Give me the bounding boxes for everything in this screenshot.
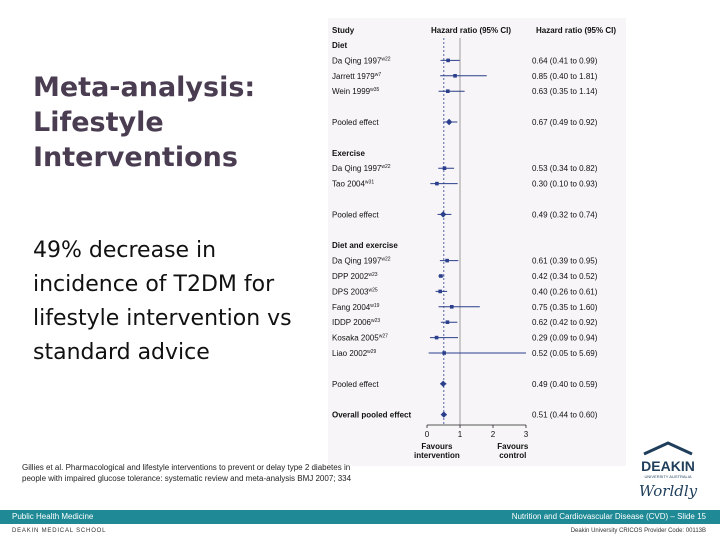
point-estimate bbox=[442, 351, 446, 355]
logo-name: DEAKIN bbox=[641, 458, 695, 474]
ci-text: 0.67 (0.49 to 0.92) bbox=[532, 118, 598, 127]
forest-plot: Study Hazard ratio (95% CI) Hazard ratio (… bbox=[328, 18, 626, 466]
x-label-favours-control: control bbox=[499, 451, 526, 460]
citation: Gillies et al. Pharmacological and lifes… bbox=[22, 463, 352, 483]
point-estimate bbox=[449, 305, 454, 309]
footer-department: Public Health Medicine bbox=[12, 512, 94, 521]
study-label: Fang 2004w19 bbox=[332, 303, 380, 312]
ci-text: 0.61 (0.39 to 0.95) bbox=[532, 257, 598, 266]
point-estimate bbox=[435, 181, 439, 186]
study-ref: w27 bbox=[379, 334, 388, 340]
footer-bar: Public Health Medicine Nutrition and Car… bbox=[0, 510, 720, 524]
footer-school: DEAKIN MEDICAL SCHOOL bbox=[12, 528, 107, 534]
ci-text: 0.29 (0.09 to 0.94) bbox=[532, 334, 598, 343]
study-label: Jarrett 1979w7 bbox=[332, 72, 381, 81]
logo-subtitle: UNIVERSITY AUSTRALIA bbox=[644, 474, 691, 479]
ci-text: 0.52 (0.05 to 5.69) bbox=[532, 349, 598, 358]
pooled-diamond bbox=[439, 380, 447, 387]
overall-label: Overall pooled effect bbox=[332, 411, 411, 420]
ci-text: 0.53 (0.34 to 0.82) bbox=[532, 164, 598, 173]
ci-text: 0.75 (0.35 to 1.60) bbox=[532, 303, 598, 312]
point-estimate bbox=[445, 89, 450, 93]
study-label: Da Qing 1997w22 bbox=[332, 257, 391, 266]
x-tick-label: 0 bbox=[425, 430, 430, 439]
study-label: Wein 1999w35 bbox=[332, 87, 380, 96]
study-ref: w22 bbox=[381, 164, 390, 170]
x-label-favours-intervention: intervention bbox=[414, 451, 460, 460]
slide-title: Meta-analysis: Lifestyle Interventions bbox=[33, 72, 256, 173]
x-label-favours-intervention: Favours bbox=[421, 442, 453, 451]
deakin-logo: DEAKIN UNIVERSITY AUSTRALIA Worldly bbox=[628, 440, 708, 504]
study-ref: w35 bbox=[370, 87, 379, 93]
group-header: Exercise bbox=[332, 149, 365, 158]
footer-slide-info: Nutrition and Cardiovascular Disease (CV… bbox=[511, 512, 706, 521]
header-hr-plot: Hazard ratio (95% CI) bbox=[431, 26, 511, 35]
study-label: DPP 2002w23 bbox=[332, 272, 378, 281]
x-label-favours-control: Favours bbox=[497, 442, 529, 451]
pooled-diamond bbox=[439, 211, 447, 218]
point-estimate bbox=[445, 320, 450, 324]
pooled-label: Pooled effect bbox=[332, 118, 379, 127]
logo-tagline: Worldly bbox=[639, 482, 698, 500]
point-estimate bbox=[442, 166, 447, 170]
point-estimate bbox=[434, 335, 439, 340]
study-ref: w25 bbox=[368, 287, 377, 293]
study-ref: w7 bbox=[375, 72, 382, 78]
footer-provider-code: Deakin University CRICOS Provider Code: … bbox=[570, 528, 706, 534]
group-header: Diet bbox=[332, 41, 347, 50]
ci-text: 0.40 (0.26 to 0.61) bbox=[532, 287, 598, 296]
study-ref: w29 bbox=[367, 349, 376, 355]
ci-text: 0.42 (0.34 to 0.52) bbox=[532, 272, 598, 281]
ci-text: 0.30 (0.10 to 0.93) bbox=[532, 180, 598, 189]
study-ref: w23 bbox=[368, 272, 377, 278]
ci-text: 0.62 (0.42 to 0.92) bbox=[532, 318, 598, 327]
study-label: Liao 2002w29 bbox=[332, 349, 377, 358]
study-ref: w19 bbox=[370, 303, 379, 309]
ci-text: 0.85 (0.40 to 1.81) bbox=[532, 72, 598, 81]
point-estimate bbox=[445, 258, 449, 263]
group-header: Diet and exercise bbox=[332, 241, 398, 250]
study-label: Da Qing 1997w22 bbox=[332, 56, 391, 65]
pooled-diamond bbox=[445, 118, 453, 126]
x-tick-label: 2 bbox=[491, 430, 496, 439]
study-ref: w22 bbox=[381, 257, 390, 263]
pooled-label: Pooled effect bbox=[332, 380, 379, 389]
ci-text: 0.63 (0.35 to 1.14) bbox=[532, 87, 598, 96]
study-label: Da Qing 1997w22 bbox=[332, 164, 391, 173]
point-estimate bbox=[439, 274, 443, 278]
ci-text: 0.64 (0.41 to 0.99) bbox=[532, 56, 598, 65]
ci-text: 0.49 (0.32 to 0.74) bbox=[532, 210, 598, 219]
study-label: Tao 2004w31 bbox=[332, 180, 374, 189]
header-study: Study bbox=[332, 26, 355, 35]
x-tick-label: 1 bbox=[458, 430, 463, 439]
ci-text: 0.49 (0.40 to 0.59) bbox=[532, 380, 598, 389]
logo-emblem-icon bbox=[643, 441, 693, 456]
point-estimate bbox=[446, 58, 450, 63]
header-hr-text: Hazard ratio (95% CI) bbox=[536, 26, 616, 35]
study-label: DPS 2003w25 bbox=[332, 287, 378, 296]
study-label: Kosaka 2005w27 bbox=[332, 334, 388, 343]
pooled-label: Pooled effect bbox=[332, 210, 379, 219]
forest-plot-svg: Study Hazard ratio (95% CI) Hazard ratio (… bbox=[332, 26, 616, 460]
study-ref: w22 bbox=[381, 56, 390, 62]
ci-text: 0.51 (0.44 to 0.60) bbox=[532, 411, 598, 420]
point-estimate bbox=[453, 74, 457, 78]
study-ref: w31 bbox=[365, 180, 374, 186]
study-ref: w23 bbox=[371, 318, 380, 324]
study-label: IDDP 2006w23 bbox=[332, 318, 380, 327]
deakin-logo-svg: DEAKIN UNIVERSITY AUSTRALIA Worldly bbox=[639, 441, 698, 500]
x-tick-label: 3 bbox=[524, 430, 529, 439]
point-estimate bbox=[438, 289, 442, 294]
slide-body-text: 49% decrease in incidence of T2DM for li… bbox=[33, 238, 292, 365]
